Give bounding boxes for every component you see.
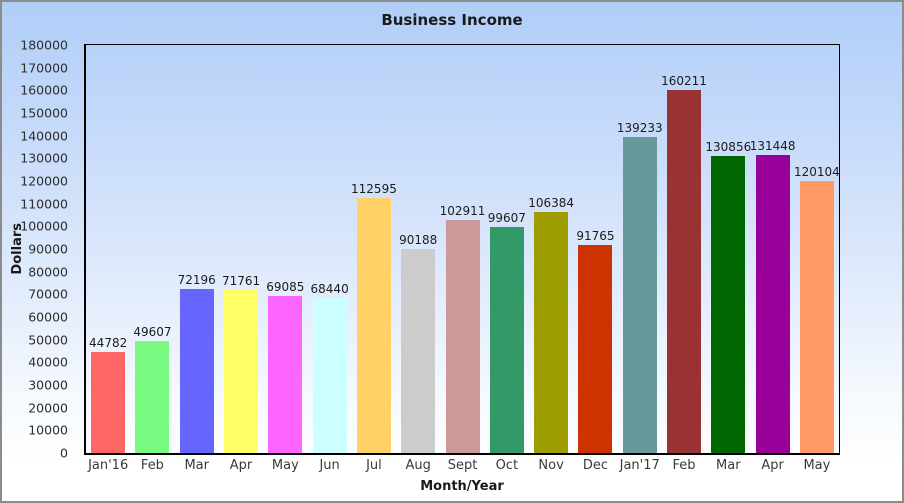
x-tick-label: Apr — [229, 458, 253, 473]
y-tick-label: 70000 — [28, 286, 68, 302]
y-tick-label: 90000 — [28, 241, 68, 257]
y-tick-label: 0 — [60, 445, 68, 461]
bar-slot: 130856 — [705, 45, 752, 453]
bar-jul-6 — [356, 197, 391, 453]
y-tick-label: 60000 — [28, 309, 68, 325]
bar-value-label: 71761 — [221, 274, 261, 289]
bar-value-label: 44782 — [89, 335, 128, 350]
bar-slot: 49607 — [130, 45, 174, 453]
bar-slot: 160211 — [661, 45, 707, 453]
bar-aug-7 — [401, 248, 436, 453]
bar-feb-13 — [667, 89, 701, 453]
y-tick-labels: 0 10000 20000 30000 40000 50000 60000 70000 8000… — [2, 38, 77, 461]
bar-value-label: 69085 — [266, 280, 305, 295]
chart-title: Business Income — [381, 11, 523, 29]
bar-jun-5 — [312, 297, 347, 453]
bar-jan17-12 — [622, 137, 657, 453]
bar-feb-1 — [135, 340, 170, 453]
bar-value-label: 130856 — [705, 140, 752, 155]
bar-series: 44782 49607 72196 71761 69085 68440 112595 9018… — [86, 45, 840, 453]
bar-may-4 — [268, 296, 303, 453]
bar-slot: 90188 — [396, 45, 440, 453]
y-tick-label: 40000 — [28, 354, 68, 370]
x-tick-label: Nov — [538, 458, 564, 473]
bar-slot: 71761 — [219, 45, 263, 453]
x-tick-label: Jun — [319, 458, 340, 473]
bar-value-label: 112595 — [351, 181, 397, 196]
bar-mar-14 — [711, 156, 746, 453]
y-tick-label: 140000 — [20, 128, 68, 144]
bar-value-label: 102911 — [439, 203, 486, 218]
y-tick-label: 150000 — [20, 105, 68, 121]
bar-nov-10 — [534, 211, 569, 453]
bar-sept-8 — [445, 219, 480, 453]
bar-may-16 — [799, 180, 834, 453]
bar-slot: 131448 — [749, 45, 796, 453]
x-axis-title: Month/Year — [420, 479, 504, 494]
y-tick-label: 80000 — [28, 264, 68, 280]
y-tick-label: 30000 — [28, 377, 68, 393]
bar-value-label: 49607 — [133, 324, 172, 339]
y-tick-label: 110000 — [20, 196, 68, 212]
x-tick-label: Mar — [184, 458, 209, 473]
bar-value-label: 91765 — [576, 229, 615, 243]
bar-slot: 69085 — [263, 45, 307, 453]
y-tick-label: 130000 — [20, 150, 68, 166]
bar-slot: 91765 — [573, 45, 617, 453]
x-tick-label: Jul — [366, 458, 382, 473]
x-tick-label: Jan'17 — [619, 458, 660, 473]
bar-slot: 99607 — [485, 45, 529, 453]
bar-value-label: 99607 — [487, 211, 526, 226]
x-tick-label: May — [271, 458, 299, 473]
bar-value-label: 72196 — [177, 273, 216, 288]
y-tick-label: 180000 — [20, 37, 68, 53]
bar-value-label: 160211 — [661, 73, 707, 88]
bar-slot: 68440 — [307, 45, 351, 453]
bar-apr-3 — [224, 290, 259, 453]
x-tick-label: Aug — [405, 458, 431, 473]
x-tick-label: Feb — [672, 458, 696, 473]
bar-slot: 120104 — [794, 45, 840, 453]
bar-slot: 112595 — [351, 45, 397, 453]
y-tick-label: 160000 — [20, 82, 68, 98]
bar-dec-11 — [578, 245, 613, 453]
y-tick-label: 10000 — [28, 422, 68, 438]
y-tick-label: 120000 — [20, 173, 68, 189]
x-tick-label: Apr — [761, 458, 784, 473]
bar-slot: 44782 — [86, 45, 130, 453]
y-tick-label: 20000 — [28, 400, 68, 416]
bar-slot: 139233 — [616, 45, 663, 453]
bar-value-label: 131448 — [749, 139, 796, 154]
x-tick-label: Oct — [495, 458, 519, 473]
bar-jan16-0 — [91, 351, 126, 453]
x-tick-labels: Jan'16 Feb Mar Apr May Jun Jul Aug Sept Oct Nov Dec… — [86, 458, 839, 473]
bar-value-label: 68440 — [310, 281, 349, 296]
y-tick-label: 170000 — [20, 60, 68, 76]
bar-slot: 106384 — [528, 45, 575, 453]
x-tick-label: Dec — [582, 458, 608, 473]
bar-oct-9 — [489, 227, 524, 453]
bar-value-label: 106384 — [528, 195, 575, 210]
y-tick-label: 50000 — [28, 332, 68, 348]
x-tick-label: Jan'16 — [88, 458, 129, 473]
bar-slot: 72196 — [175, 45, 219, 453]
bar-value-label: 120104 — [794, 164, 840, 179]
y-tick-label: 100000 — [20, 218, 68, 234]
x-tick-label: Mar — [716, 458, 741, 473]
plot-area: 44782 49607 72196 71761 69085 68440 112595 9018… — [84, 44, 840, 455]
bar-apr-15 — [755, 155, 790, 453]
x-tick-label: Feb — [140, 458, 164, 473]
bar-slot: 102911 — [439, 45, 486, 453]
bar-value-label: 90188 — [399, 232, 438, 247]
bar-mar-2 — [179, 289, 214, 453]
bar-value-label: 139233 — [616, 121, 663, 136]
x-tick-label: May — [803, 458, 831, 473]
x-tick-label: Sept — [447, 458, 478, 473]
